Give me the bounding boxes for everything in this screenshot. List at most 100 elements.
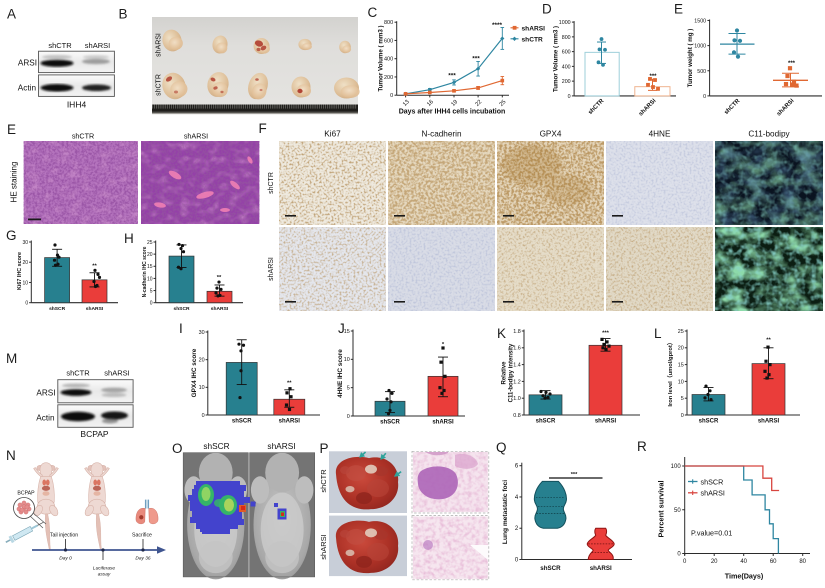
svg-text:Day 0: Day 0 (59, 556, 72, 562)
svg-text:shCTR: shCTR (66, 369, 90, 378)
svg-text:H: H (124, 231, 134, 246)
svg-text:shARSI: shARSI (85, 41, 110, 50)
svg-text:***: *** (571, 472, 578, 478)
svg-text:Lung metastatic foci: Lung metastatic foci (502, 480, 509, 544)
svg-text:E: E (674, 2, 683, 17)
svg-text:0: 0 (25, 301, 28, 307)
svg-text:1500: 1500 (694, 18, 706, 24)
svg-text:**: ** (92, 264, 97, 270)
svg-text:shCTR: shCTR (723, 98, 741, 116)
svg-text:shSCR: shSCR (699, 418, 719, 424)
svg-text:100: 100 (671, 464, 682, 470)
svg-text:1.0: 1.0 (513, 396, 521, 402)
svg-text:I: I (179, 321, 183, 336)
svg-text:60: 60 (770, 559, 777, 565)
svg-text:shARSI: shARSI (184, 132, 208, 141)
svg-text:**: ** (217, 275, 222, 281)
svg-text:15: 15 (344, 329, 350, 335)
svg-text:800: 800 (384, 20, 393, 26)
svg-text:Luciferase: Luciferase (93, 566, 115, 572)
svg-text:***: *** (448, 73, 456, 80)
svg-text:N: N (6, 448, 16, 463)
svg-text:13: 13 (402, 99, 411, 108)
svg-text:0: 0 (390, 93, 393, 99)
svg-text:shARSI: shARSI (319, 534, 328, 559)
svg-text:***: *** (602, 331, 610, 337)
svg-text:BCPAP: BCPAP (17, 491, 35, 497)
svg-text:shSCR: shSCR (540, 565, 561, 572)
svg-text:shARSI: shARSI (595, 418, 617, 424)
svg-text:BCPAP: BCPAP (80, 429, 109, 439)
svg-text:5: 5 (681, 396, 684, 402)
svg-text:shSCR: shSCR (49, 306, 66, 312)
svg-text:C: C (368, 5, 378, 20)
svg-text:shSCR: shSCR (380, 419, 400, 425)
svg-text:shARSI: shARSI (279, 418, 301, 424)
svg-text:shSCR: shSCR (203, 441, 229, 451)
svg-text:N-cadherin IHC score: N-cadherin IHC score (142, 246, 148, 297)
svg-text:1.4: 1.4 (513, 363, 521, 369)
svg-text:shARSI: shARSI (104, 369, 129, 378)
svg-text:ARSI: ARSI (18, 59, 37, 68)
svg-text:***: *** (472, 56, 480, 63)
svg-text:20: 20 (711, 559, 718, 565)
svg-text:Days after IHH4 cells incubati: Days after IHH4 cells incubation (399, 109, 506, 116)
svg-text:15: 15 (147, 264, 153, 270)
svg-text:shCTR: shCTR (72, 132, 94, 141)
svg-text:shARSI: shARSI (758, 418, 780, 424)
svg-text:5: 5 (150, 288, 153, 294)
svg-text:*: * (442, 342, 445, 348)
svg-text:4HNE IHC score: 4HNE IHC score (337, 349, 344, 398)
svg-text:Q: Q (496, 440, 507, 455)
svg-text:shARSI: shARSI (86, 306, 104, 312)
svg-text:Tail injection: Tail injection (50, 533, 78, 539)
svg-text:25: 25 (499, 99, 508, 108)
svg-text:10: 10 (344, 357, 350, 363)
svg-text:IHH4: IHH4 (67, 99, 87, 109)
svg-text:10: 10 (147, 276, 153, 282)
svg-text:16: 16 (426, 99, 435, 108)
svg-text:shARSI: shARSI (267, 441, 295, 451)
svg-text:1.8: 1.8 (513, 329, 521, 335)
svg-text:Sacrifice: Sacrifice (132, 533, 152, 539)
svg-text:shARSI: shARSI (156, 33, 163, 57)
svg-text:shSCR: shSCR (173, 306, 190, 312)
svg-text:HE staining: HE staining (10, 162, 19, 203)
svg-text:30: 30 (199, 330, 205, 336)
svg-text:K: K (497, 326, 506, 341)
svg-text:GPX4: GPX4 (540, 130, 562, 139)
svg-text:shARSI: shARSI (268, 257, 275, 281)
svg-text:Iron level（umol/gprot）: Iron level（umol/gprot） (666, 339, 674, 406)
svg-text:shARSI: shARSI (211, 306, 229, 312)
svg-text:shSCR: shSCR (536, 418, 556, 424)
svg-text:Tumor weight ( mg ): Tumor weight ( mg ) (687, 29, 694, 88)
svg-text:shCTR: shCTR (587, 98, 605, 116)
svg-text:C11-bodipy: C11-bodipy (748, 130, 790, 139)
svg-text:600: 600 (562, 50, 571, 56)
svg-text:Day 36: Day 36 (135, 556, 151, 562)
svg-text:E: E (7, 122, 16, 137)
svg-text:400: 400 (562, 64, 571, 70)
svg-text:N-cadherin: N-cadherin (421, 130, 461, 139)
svg-text:0: 0 (150, 301, 153, 307)
svg-text:600: 600 (384, 38, 393, 44)
svg-text:0: 0 (681, 413, 684, 419)
svg-text:C11-bodipy intensity: C11-bodipy intensity (509, 343, 515, 402)
svg-text:G: G (6, 228, 17, 243)
svg-text:200: 200 (562, 79, 571, 85)
svg-text:L: L (654, 326, 662, 341)
svg-text:20: 20 (23, 260, 29, 266)
svg-text:40: 40 (740, 559, 747, 565)
svg-text:F: F (259, 121, 267, 136)
svg-text:shCTR: shCTR (522, 36, 543, 43)
svg-text:10: 10 (23, 280, 29, 286)
svg-text:shCTR: shCTR (156, 74, 163, 96)
svg-text:1.6: 1.6 (513, 346, 521, 352)
svg-text:shSCR: shSCR (232, 418, 252, 424)
svg-text:shARSI: shARSI (522, 25, 546, 32)
svg-text:6: 6 (515, 464, 519, 470)
svg-text:shCTR: shCTR (268, 172, 275, 194)
svg-text:P: P (320, 441, 329, 456)
svg-text:19: 19 (450, 99, 459, 108)
svg-text:1.2: 1.2 (513, 379, 521, 385)
